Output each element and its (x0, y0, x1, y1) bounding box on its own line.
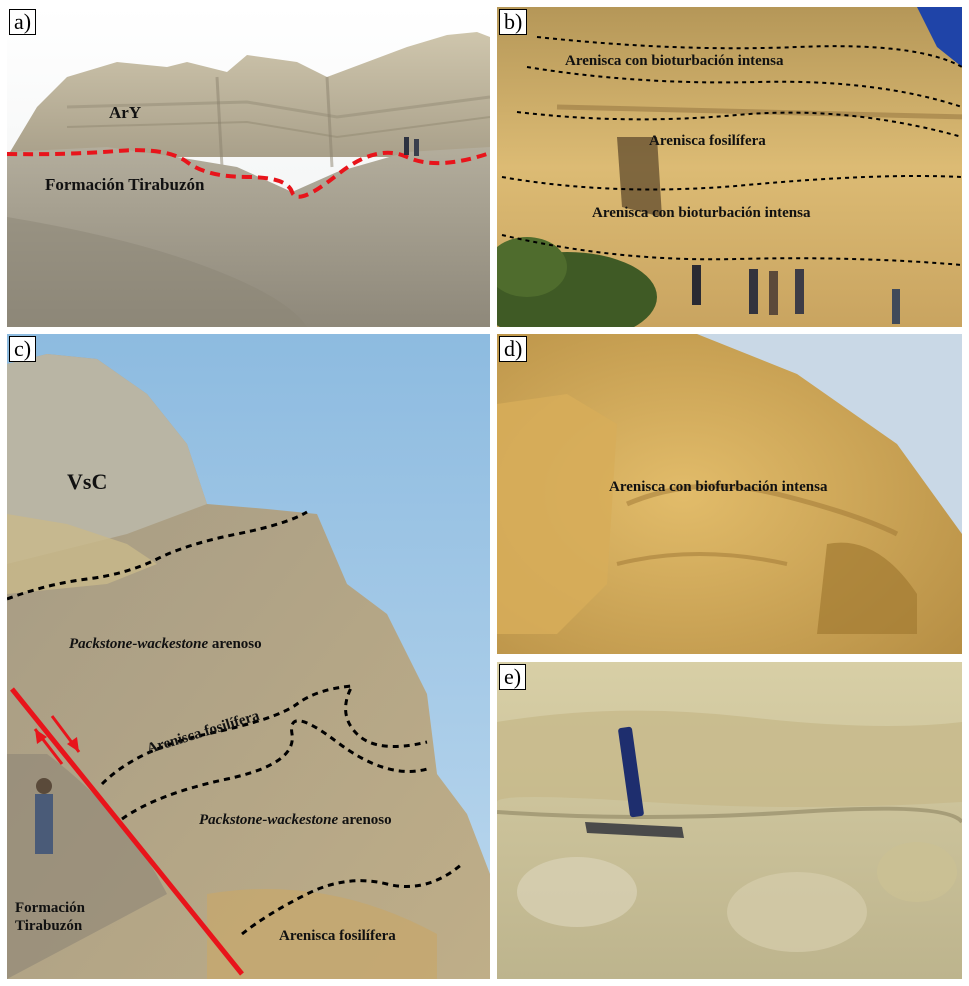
packstone-lower-rest: arenoso (338, 812, 392, 828)
label-tirabuzon: Tirabuzón (15, 918, 83, 934)
label-vsc: VsC (67, 469, 108, 494)
label-packstone-upper: Packstone-wackestone arenoso (69, 636, 262, 653)
label-formacion: Formación (15, 900, 85, 916)
panel-d-photo (497, 334, 962, 654)
panel-e-photo (497, 662, 962, 979)
label-arenisca-fosilifera: Arenisca fosilífera (649, 133, 766, 149)
label-arenisca-bioturbacion-bottom: Arenisca con bioturbación intensa (592, 205, 811, 221)
hammer-head (585, 822, 684, 838)
panel-a-photo (7, 7, 490, 327)
packstone-lower-italic: Packstone-wackestone (199, 812, 339, 828)
label-arenisca-biofurbacion: Arenisca con biofurbación intensa (609, 479, 828, 495)
panel-e-label: e) (499, 664, 527, 690)
packstone-upper-italic: Packstone-wackestone (69, 636, 209, 652)
packstone-upper-rest: arenoso (208, 636, 262, 652)
label-arenisca-fosilifera-c2: Arenisca fosilífera (279, 928, 396, 944)
panel-e: e) (497, 662, 962, 979)
panel-c: c) VsC Packstone-wackestone arenoso Aren… (7, 334, 490, 979)
label-arenisca-bioturbacion-top: Arenisca con bioturbación intensa (565, 53, 784, 69)
hammer-handle (618, 726, 644, 818)
panel-b: b) Arenisca con bioturbación intensa Are… (497, 7, 962, 327)
panel-c-label: c) (9, 336, 37, 362)
panel-d: d) Arenisca con biofurbación intensa (497, 334, 962, 654)
panel-c-photo (7, 334, 490, 979)
panel-d-label: d) (499, 336, 528, 362)
panel-b-photo (497, 7, 962, 327)
panel-a: a) ArY Formación Tirabuzón (7, 7, 490, 327)
fault-line (10, 687, 244, 976)
panel-a-label: a) (9, 9, 37, 35)
formation-contact-line (7, 148, 490, 199)
label-ary: ArY (109, 103, 142, 122)
label-formacion-tirabuzon: Formación Tirabuzón (45, 175, 205, 194)
panel-b-label: b) (499, 9, 528, 35)
label-packstone-lower: Packstone-wackestone arenoso (199, 812, 392, 829)
